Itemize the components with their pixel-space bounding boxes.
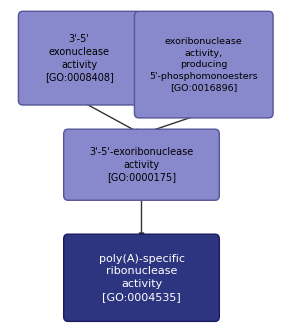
Text: 3'-5'-exoribonuclease
activity
[GO:0000175]: 3'-5'-exoribonuclease activity [GO:00001… (89, 147, 194, 182)
FancyBboxPatch shape (18, 11, 140, 105)
Text: poly(A)-specific
ribonuclease
activity
[GO:0004535]: poly(A)-specific ribonuclease activity [… (98, 254, 185, 302)
FancyBboxPatch shape (64, 129, 219, 200)
Text: exoribonuclease
activity,
producing
5'-phosphomonoesters
[GO:0016896]: exoribonuclease activity, producing 5'-p… (149, 37, 258, 92)
FancyBboxPatch shape (134, 11, 273, 118)
FancyBboxPatch shape (64, 234, 219, 321)
Text: 3'-5'
exonuclease
activity
[GO:0008408]: 3'-5' exonuclease activity [GO:0008408] (45, 34, 114, 82)
